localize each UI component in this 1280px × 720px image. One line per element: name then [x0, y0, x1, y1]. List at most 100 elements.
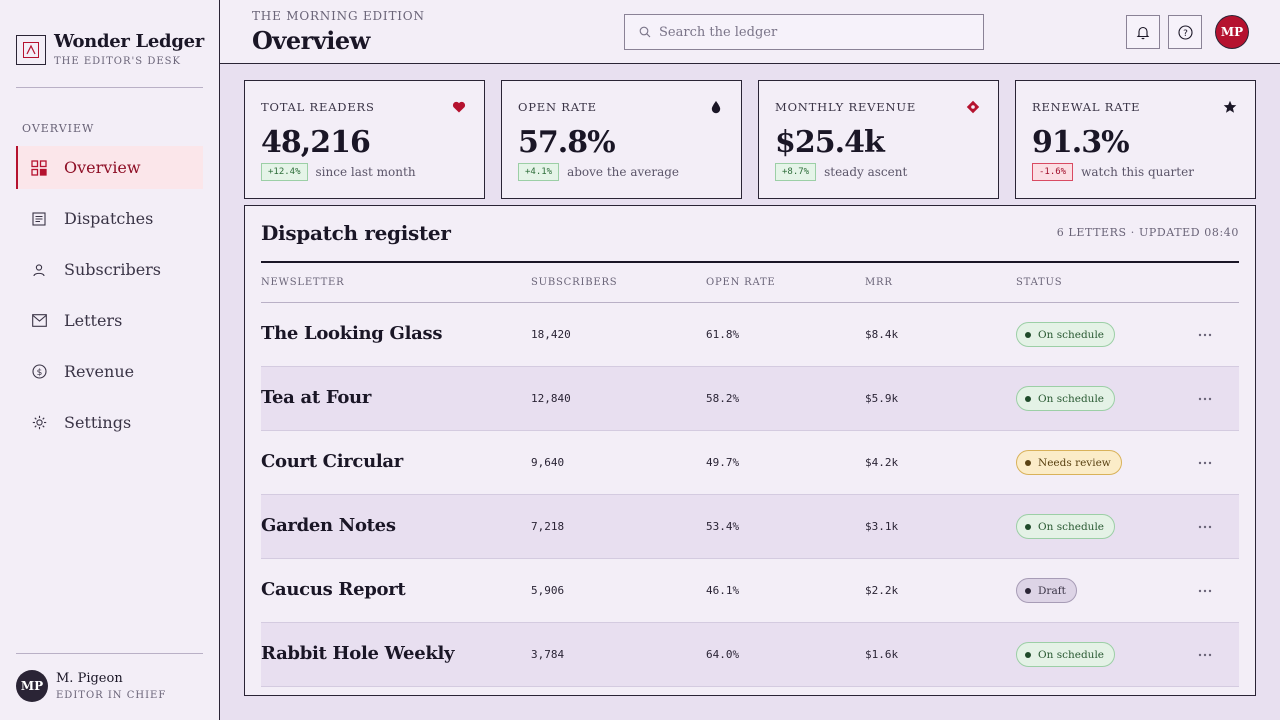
user-role: EDITOR IN CHIEF [56, 690, 167, 701]
brand-subtitle: THE EDITOR'S DESK [54, 56, 181, 67]
more-options-button[interactable] [1195, 581, 1215, 601]
search-icon [639, 26, 651, 38]
open-rate-cell: 64.0% [706, 648, 740, 661]
kpi-label: OPEN RATE [518, 100, 597, 114]
logo-icon [23, 42, 39, 58]
sidebar-item-letters[interactable]: Letters [16, 299, 203, 342]
bell-icon [1136, 26, 1150, 39]
column-header-status[interactable]: STATUS [1016, 277, 1063, 288]
person-icon [30, 261, 48, 279]
status-badge: On schedule [1016, 642, 1116, 667]
heart-icon [452, 101, 466, 113]
kpi-label: MONTHLY REVENUE [775, 100, 917, 114]
diamond-icon [966, 100, 980, 114]
sidebar-item-label: Settings [64, 413, 132, 432]
sidebar-item-revenue[interactable]: $ Revenue [16, 350, 203, 393]
open-rate-cell: 61.8% [706, 328, 740, 341]
more-options-button[interactable] [1195, 325, 1215, 345]
kpi-value: 57.8% [518, 125, 616, 160]
help-button[interactable]: ? [1168, 15, 1202, 49]
sidebar-item-label: Dispatches [64, 209, 154, 228]
avatar: MP [16, 670, 48, 702]
subscribers-cell: 18,420 [531, 328, 571, 341]
sidebar-item-label: Subscribers [64, 260, 162, 279]
kpi-value: 48,216 [261, 125, 371, 160]
kpi-card-open-rate[interactable]: OPEN RATE 57.8% +4.1% above the average [501, 80, 742, 199]
sidebar: Wonder Ledger THE EDITOR'S DESK OVERVIEW… [0, 0, 220, 720]
document-icon [30, 210, 48, 228]
subscribers-cell: 3,784 [531, 648, 565, 661]
kpi-delta-badge: -1.6% [1032, 163, 1074, 181]
more-options-button[interactable] [1195, 517, 1215, 537]
sidebar-item-overview[interactable]: Overview [16, 146, 203, 189]
page-eyebrow: THE MORNING EDITION [252, 9, 425, 23]
kpi-note: since last month [315, 165, 416, 179]
newsletter-name[interactable]: The Looking Glass [261, 323, 443, 344]
dollar-icon: $ [30, 363, 48, 381]
register-rule [261, 261, 1239, 263]
sidebar-section-label: OVERVIEW [22, 122, 95, 135]
newsletter-name[interactable]: Rabbit Hole Weekly [261, 643, 455, 664]
status-badge: Draft [1016, 578, 1077, 603]
table-row[interactable]: Court Circular 9,640 49.7% $4.2k Needs r… [261, 431, 1239, 495]
column-header-subscribers[interactable]: SUBSCRIBERS [531, 277, 618, 288]
ellipsis-icon [1198, 525, 1212, 529]
kpi-label: TOTAL READERS [261, 100, 375, 114]
kpi-card-total-readers[interactable]: TOTAL READERS 48,216 +12.4% since last m… [244, 80, 485, 199]
subscribers-cell: 7,218 [531, 520, 565, 533]
column-header-mrr[interactable]: MRR [865, 277, 893, 288]
search-input[interactable] [659, 24, 959, 40]
more-options-button[interactable] [1195, 645, 1215, 665]
column-header-open-rate[interactable]: OPEN RATE [706, 277, 776, 288]
register-meta: 6 LETTERS · UPDATED 08:40 [1056, 226, 1239, 239]
table-row[interactable]: Caucus Report 5,906 46.1% $2.2k Draft [261, 559, 1239, 623]
newsletter-name[interactable]: Tea at Four [261, 387, 372, 408]
header-avatar[interactable]: MP [1216, 16, 1248, 48]
svg-text:?: ? [1183, 29, 1188, 39]
kpi-card-monthly-revenue[interactable]: MONTHLY REVENUE $25.4k +8.7% steady asce… [758, 80, 999, 199]
search-box[interactable] [624, 14, 984, 50]
mail-icon [30, 312, 48, 330]
table-row[interactable]: Garden Notes 7,218 53.4% $3.1k On schedu… [261, 495, 1239, 559]
newsletter-name[interactable]: Caucus Report [261, 579, 406, 600]
open-rate-cell: 53.4% [706, 520, 740, 533]
user-profile[interactable]: MP M. Pigeon EDITOR IN CHIEF [16, 670, 166, 702]
newsletter-name[interactable]: Court Circular [261, 451, 403, 472]
open-rate-cell: 58.2% [706, 392, 740, 405]
sidebar-item-subscribers[interactable]: Subscribers [16, 248, 203, 291]
brand[interactable]: Wonder Ledger THE EDITOR'S DESK [16, 32, 204, 67]
column-header-newsletter[interactable]: NEWSLETTER [261, 277, 345, 288]
ellipsis-icon [1198, 653, 1212, 657]
table-row[interactable]: Tea at Four 12,840 58.2% $5.9k On schedu… [261, 367, 1239, 431]
open-rate-cell: 49.7% [706, 456, 740, 469]
kpi-label: RENEWAL RATE [1032, 100, 1141, 114]
register-title: Dispatch register [261, 221, 451, 245]
newsletter-name[interactable]: Garden Notes [261, 515, 396, 536]
sidebar-divider [16, 87, 203, 88]
more-options-button[interactable] [1195, 453, 1215, 473]
table-row[interactable]: Rabbit Hole Weekly 3,784 64.0% $1.6k On … [261, 623, 1239, 687]
top-header: THE MORNING EDITION Overview ? MP [220, 0, 1280, 64]
sidebar-item-label: Overview [64, 158, 141, 177]
star-icon [1223, 100, 1237, 113]
sidebar-nav: Overview Dispatches Subscribers Letters … [16, 146, 203, 452]
gear-icon [30, 414, 48, 432]
status-badge: On schedule [1016, 386, 1116, 411]
more-options-button[interactable] [1195, 389, 1215, 409]
kpi-note: steady ascent [824, 165, 908, 179]
status-badge: On schedule [1016, 514, 1116, 539]
kpi-delta-badge: +12.4% [261, 163, 308, 181]
kpi-delta-badge: +4.1% [518, 163, 560, 181]
mrr-cell: $5.9k [865, 392, 899, 405]
status-badge: On schedule [1016, 322, 1116, 347]
sidebar-item-dispatches[interactable]: Dispatches [16, 197, 203, 240]
brand-title: Wonder Ledger [54, 31, 204, 52]
sidebar-item-settings[interactable]: Settings [16, 401, 203, 444]
kpi-card-renewal-rate[interactable]: RENEWAL RATE 91.3% -1.6% watch this quar… [1015, 80, 1256, 199]
open-rate-cell: 46.1% [706, 584, 740, 597]
table-row[interactable]: The Looking Glass 18,420 61.8% $8.4k On … [261, 303, 1239, 367]
svg-text:$: $ [36, 368, 42, 378]
notifications-button[interactable] [1126, 15, 1160, 49]
grid-icon [30, 159, 48, 177]
kpi-note: watch this quarter [1081, 165, 1194, 179]
